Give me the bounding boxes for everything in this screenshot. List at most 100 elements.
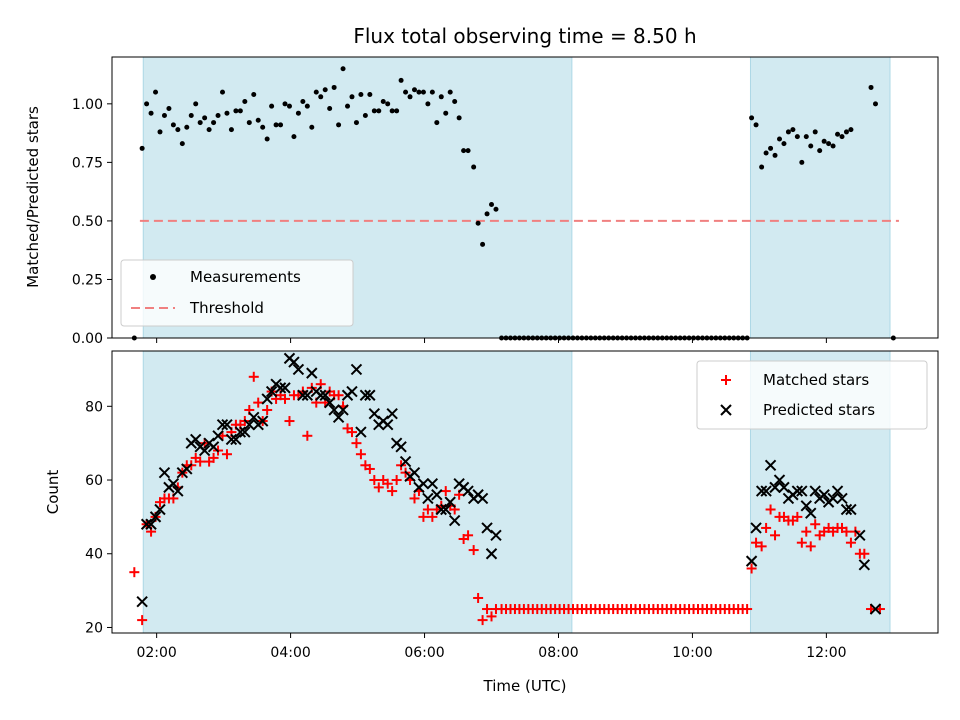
measurement-point xyxy=(255,117,261,123)
measurement-point xyxy=(175,127,181,133)
measurement-point xyxy=(868,84,874,90)
matched-legend-marker xyxy=(721,375,731,385)
measurement-point xyxy=(322,87,328,93)
measurement-point xyxy=(367,91,373,97)
measurement-point xyxy=(233,108,239,114)
matched-star-point xyxy=(409,493,420,504)
measurement-point xyxy=(273,122,279,128)
predicted-star-point xyxy=(212,430,224,442)
measurement-point xyxy=(291,134,297,140)
measurement-point xyxy=(336,122,342,128)
measurement-point xyxy=(380,98,386,104)
legend-threshold: Threshold xyxy=(189,299,264,317)
measurement-point xyxy=(475,220,481,226)
measurement-point xyxy=(817,148,823,154)
predicted-star-point xyxy=(778,481,790,494)
matched-star-point xyxy=(845,537,856,548)
measurement-point xyxy=(848,127,854,133)
predicted-star-point xyxy=(399,455,412,468)
predicted-star-point xyxy=(190,433,202,446)
matched-star-point xyxy=(477,615,488,626)
measurement-point xyxy=(161,113,167,119)
matched-star-point xyxy=(364,463,375,474)
predicted-star-point xyxy=(831,485,844,497)
measurement-point xyxy=(872,101,878,107)
bottom-y-axis-label: Count xyxy=(44,470,62,515)
matched-star-point xyxy=(801,526,812,537)
measurement-point xyxy=(753,122,759,128)
chart-title: Flux total observing time = 8.50 h xyxy=(353,24,696,48)
measurement-point xyxy=(358,91,364,97)
matched-star-point xyxy=(770,530,781,541)
measurement-point xyxy=(300,98,306,104)
predicted-star-point xyxy=(431,489,443,501)
legend-matched: Matched stars xyxy=(763,371,869,389)
measurement-point xyxy=(403,89,409,95)
predicted-star-point xyxy=(435,503,447,516)
predicted-star-point xyxy=(292,363,305,376)
predicted-star-point xyxy=(764,459,777,471)
matched-star-point xyxy=(195,456,206,467)
measurement-point xyxy=(790,127,796,133)
matched-star-point xyxy=(129,567,140,578)
predicted-star-point xyxy=(755,485,768,497)
measurement-point xyxy=(157,129,163,135)
measurement-point xyxy=(484,211,490,217)
predicted-star-point xyxy=(216,419,229,431)
measurement-point xyxy=(153,89,159,95)
measurement-point xyxy=(407,94,413,100)
matched-star-point xyxy=(253,397,264,408)
measurement-point xyxy=(313,89,319,95)
measurement-point xyxy=(812,129,818,135)
matched-star-point xyxy=(468,545,479,556)
measurement-point xyxy=(808,143,814,149)
measurement-point xyxy=(318,94,324,100)
predicted-star-point xyxy=(350,363,363,376)
predicted-star-point xyxy=(181,463,193,475)
predicted-star-point xyxy=(136,595,148,608)
predicted-star-point xyxy=(265,385,278,398)
matched-star-point xyxy=(792,511,803,522)
x-axis-label: Time (UTC) xyxy=(483,677,567,695)
measurement-point xyxy=(144,101,150,107)
top-y-tick-label: 0.50 xyxy=(72,214,103,230)
predicted-star-point xyxy=(426,477,439,490)
matched-star-point xyxy=(221,449,232,460)
predicted-star-point xyxy=(381,419,394,431)
measurement-point xyxy=(493,206,499,212)
measurement-point xyxy=(447,89,453,95)
legend-predicted: Predicted stars xyxy=(763,401,875,419)
measurement-point xyxy=(170,122,176,128)
measurement-point xyxy=(803,134,809,140)
predicted-star-point xyxy=(818,489,830,501)
predicted-star-point xyxy=(225,433,238,446)
matched-star-point xyxy=(805,541,816,552)
measurement-point xyxy=(340,66,346,72)
measurement-point xyxy=(246,120,252,126)
measurement-point xyxy=(465,148,471,154)
predicted-star-point xyxy=(386,407,398,420)
measurement-point xyxy=(269,103,275,109)
measurement-point xyxy=(345,103,351,109)
predicted-star-point xyxy=(809,485,821,497)
measurement-point xyxy=(242,98,248,104)
predicted-star-point xyxy=(230,433,242,446)
predicted-star-point xyxy=(323,396,336,409)
measurement-point xyxy=(799,159,805,165)
bottom-x-tick-label: 02:00 xyxy=(136,645,176,661)
matched-star-point xyxy=(810,519,821,530)
predicted-star-point xyxy=(485,548,498,560)
predicted-star-point xyxy=(440,503,452,516)
bottom-x-tick-label: 04:00 xyxy=(270,645,310,661)
measurement-point xyxy=(197,120,203,126)
matched-star-point xyxy=(373,482,384,493)
matched-star-point xyxy=(137,615,148,626)
measurement-point xyxy=(353,120,359,126)
predicted-star-point xyxy=(368,407,381,420)
predicted-star-point xyxy=(301,389,314,401)
predicted-star-point xyxy=(234,426,247,438)
predicted-star-point xyxy=(845,503,857,516)
observing-window-band xyxy=(142,350,573,634)
predicted-star-point xyxy=(355,426,367,438)
measurement-point xyxy=(768,145,774,151)
